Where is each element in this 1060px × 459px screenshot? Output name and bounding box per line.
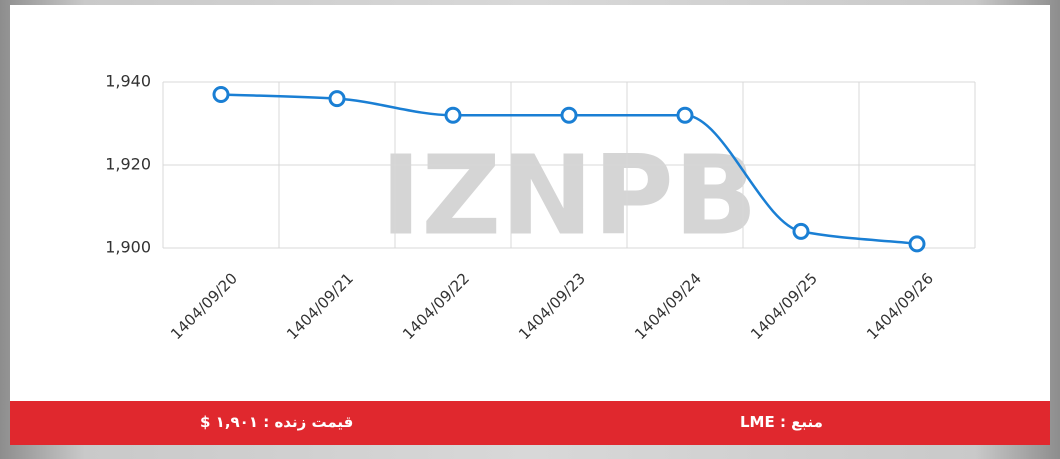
x-tick-label: 1404/09/21 <box>283 269 357 343</box>
x-tick-label: 1404/09/20 <box>167 269 241 343</box>
x-tick-label: 1404/09/22 <box>399 269 473 343</box>
watermark: IZNPB <box>380 131 757 259</box>
y-tick-label: 1,900 <box>105 238 151 257</box>
x-tick-label: 1404/09/24 <box>631 269 705 343</box>
source: منبع : LME <box>740 413 823 431</box>
point <box>212 85 230 103</box>
point <box>328 90 346 108</box>
point <box>444 106 462 124</box>
x-tick-label: 1404/09/26 <box>863 269 937 343</box>
point <box>676 106 694 124</box>
chart-panel <box>10 5 1050 401</box>
footer-bar: قیمت زنده : ۱,۹۰۱ $ منبع : LME <box>10 401 1050 445</box>
x-tick-label: 1404/09/23 <box>515 269 589 343</box>
y-tick-label: 1,940 <box>105 72 151 91</box>
chart: IZNPB 1,900 1,920 1,940 1404/09/20 1404/09/2… <box>105 72 976 343</box>
y-tick-label: 1,920 <box>105 155 151 174</box>
point <box>908 235 926 253</box>
point <box>560 106 578 124</box>
live-price: قیمت زنده : ۱,۹۰۱ $ <box>200 413 354 431</box>
x-tick-label: 1404/09/25 <box>747 269 821 343</box>
point <box>792 222 810 240</box>
